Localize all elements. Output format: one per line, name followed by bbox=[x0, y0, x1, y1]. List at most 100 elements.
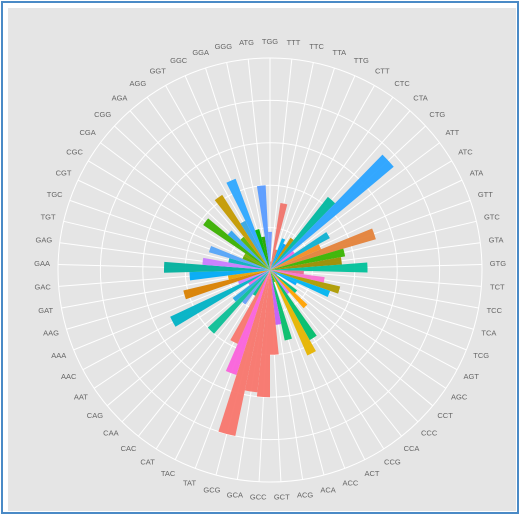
tick-label-TTT: TTT bbox=[287, 38, 301, 47]
grid-spoke bbox=[77, 179, 271, 271]
tick-label-TAC: TAC bbox=[161, 469, 176, 478]
tick-label-ACA: ACA bbox=[320, 485, 335, 494]
bar-ATG bbox=[256, 185, 270, 270]
tick-label-GTA: GTA bbox=[489, 236, 504, 245]
bar-TCT bbox=[270, 270, 304, 275]
tick-label-GAA: GAA bbox=[34, 259, 50, 268]
bar-AGC bbox=[270, 270, 278, 276]
bar-GAG bbox=[202, 257, 270, 270]
tick-label-AGG: AGG bbox=[130, 79, 147, 88]
bar-AGA bbox=[240, 236, 270, 270]
bar-TCC bbox=[270, 270, 325, 283]
tick-label-CAC: CAC bbox=[121, 444, 137, 453]
grid-spoke bbox=[269, 85, 375, 271]
bar-GCA bbox=[244, 270, 270, 393]
tick-label-AGA: AGA bbox=[112, 94, 128, 103]
bar-AGT bbox=[270, 270, 297, 286]
grid-spoke bbox=[87, 160, 271, 271]
bar-GAA bbox=[164, 261, 270, 273]
tick-label-AGC: AGC bbox=[451, 392, 468, 401]
grid-spoke bbox=[269, 142, 440, 271]
bar-CGT bbox=[242, 256, 270, 270]
bar-CGA bbox=[203, 218, 270, 270]
tick-label-TGC: TGC bbox=[47, 190, 63, 199]
grid-spoke bbox=[269, 269, 402, 437]
tick-label-CCG: CCG bbox=[384, 457, 401, 466]
bar-TTA bbox=[270, 249, 278, 270]
bar-AAA bbox=[237, 270, 270, 285]
tick-label-AGT: AGT bbox=[464, 372, 480, 381]
tick-label-GCA: GCA bbox=[227, 490, 243, 499]
bar-AAC bbox=[170, 270, 270, 327]
bar-GCT bbox=[270, 270, 279, 355]
tick-label-TCG: TCG bbox=[473, 351, 489, 360]
tick-label-CCT: CCT bbox=[437, 411, 453, 420]
bar-TTC bbox=[270, 202, 288, 270]
tick-label-ACT: ACT bbox=[364, 469, 379, 478]
tick-label-TAT: TAT bbox=[183, 478, 196, 487]
grid-spoke bbox=[269, 59, 293, 271]
tick-label-TTG: TTG bbox=[354, 56, 369, 65]
tick-label-CTT: CTT bbox=[375, 67, 390, 76]
tick-label-GGC: GGC bbox=[170, 56, 188, 65]
bar-CAT bbox=[252, 270, 270, 296]
tick-label-TCC: TCC bbox=[487, 306, 503, 315]
bar-ACT bbox=[270, 270, 316, 356]
tick-label-TGT: TGT bbox=[41, 213, 56, 222]
bar-CTG bbox=[270, 154, 394, 270]
bar-AAT bbox=[248, 270, 270, 286]
bar-CAA bbox=[207, 270, 270, 334]
tick-label-ATC: ATC bbox=[458, 148, 473, 157]
bar-CCT bbox=[270, 270, 298, 294]
grid-spoke bbox=[93, 269, 271, 389]
tick-label-ATG: ATG bbox=[239, 38, 254, 47]
bar-AGG bbox=[214, 194, 270, 270]
bar-ACC bbox=[270, 270, 276, 283]
tick-label-CGT: CGT bbox=[56, 168, 72, 177]
grid-spoke bbox=[269, 269, 482, 287]
bar-GGG bbox=[261, 236, 270, 270]
tick-label-GCT: GCT bbox=[274, 493, 290, 502]
tick-label-CCC: CCC bbox=[421, 428, 438, 437]
bar-TCG bbox=[270, 270, 331, 297]
bar-TGG bbox=[268, 231, 272, 270]
tick-label-GTC: GTC bbox=[484, 213, 500, 222]
bar-ACG bbox=[270, 270, 282, 325]
tick-label-CGG: CGG bbox=[94, 110, 111, 119]
grid-spoke bbox=[269, 269, 458, 371]
tick-label-GCC: GCC bbox=[250, 493, 267, 502]
grid-spoke bbox=[155, 269, 271, 450]
tick-label-CTA: CTA bbox=[413, 94, 427, 103]
tick-label-GAT: GAT bbox=[38, 306, 53, 315]
bar-CTT bbox=[270, 243, 286, 270]
tick-label-CAG: CAG bbox=[87, 411, 103, 420]
bar-CCG bbox=[270, 270, 317, 341]
grid-spoke bbox=[269, 269, 346, 469]
bar-TTT bbox=[270, 261, 272, 270]
bar-CCA bbox=[270, 270, 290, 295]
bar-TCA bbox=[270, 270, 341, 294]
tick-label-ATA: ATA bbox=[470, 168, 483, 177]
tick-label-CAA: CAA bbox=[103, 428, 118, 437]
bar-ACA bbox=[270, 270, 292, 341]
grid-spoke bbox=[226, 62, 271, 271]
bar-CAC bbox=[242, 270, 270, 305]
grid-spoke bbox=[269, 269, 434, 407]
bar-CGG bbox=[227, 230, 270, 270]
bar-GAC bbox=[189, 270, 270, 281]
tick-label-GGT: GGT bbox=[150, 67, 167, 76]
tick-label-AAC: AAC bbox=[61, 372, 77, 381]
bar-ATC bbox=[270, 232, 330, 270]
bar-ATT bbox=[270, 250, 295, 270]
bar-GTA bbox=[270, 257, 342, 270]
bar-GCG bbox=[218, 270, 270, 437]
tick-label-CAT: CAT bbox=[140, 457, 155, 466]
grid-spoke bbox=[73, 269, 271, 351]
bar-CTC bbox=[270, 237, 294, 270]
tick-label-GAC: GAC bbox=[35, 283, 52, 292]
bar-GCC bbox=[256, 270, 270, 398]
bar-TAT bbox=[225, 270, 270, 376]
tick-label-CGA: CGA bbox=[80, 128, 96, 137]
tick-label-CTG: CTG bbox=[429, 110, 445, 119]
